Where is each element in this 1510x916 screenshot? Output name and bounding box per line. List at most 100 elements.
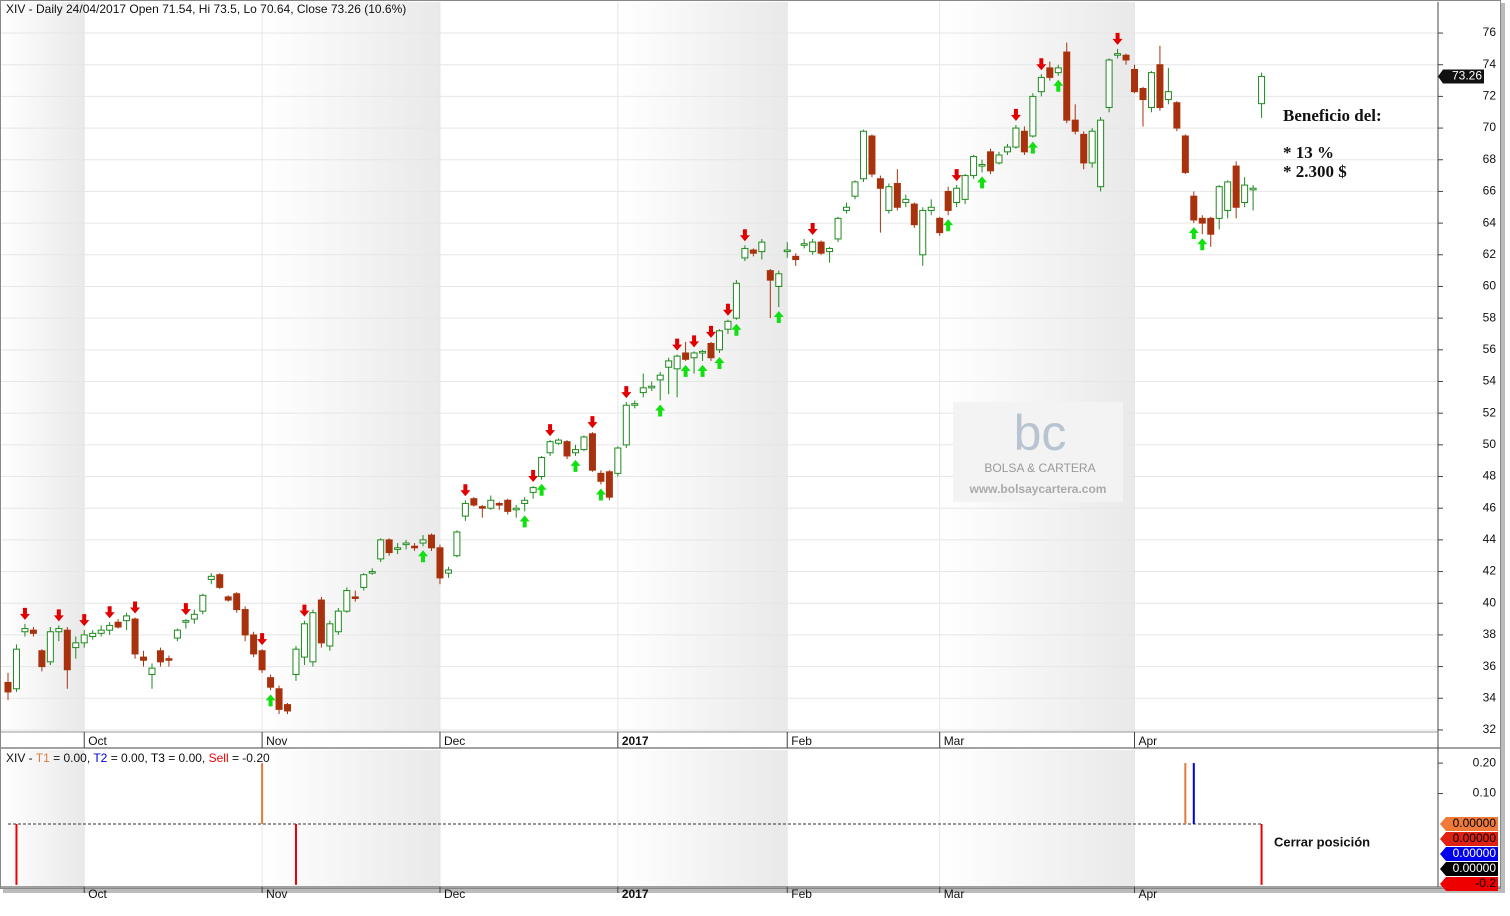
legend-entry: T2	[93, 751, 107, 765]
buy-arrow	[1027, 141, 1038, 154]
readout-box	[1440, 846, 1498, 861]
candle-body	[182, 620, 190, 623]
candle-body	[444, 569, 452, 574]
sell-arrow	[299, 604, 310, 617]
candle-body	[800, 243, 808, 246]
candle-body	[1215, 186, 1223, 219]
readout-label: 0.00000	[1453, 831, 1497, 845]
candle-body	[936, 217, 944, 234]
candle-body	[173, 629, 181, 639]
candle-body	[826, 247, 834, 253]
candle-body	[766, 270, 774, 281]
candle-body	[1181, 135, 1189, 173]
candle-body	[1054, 67, 1062, 74]
candle-body	[944, 190, 952, 211]
candle-body	[1139, 87, 1147, 101]
candle-body	[1232, 165, 1240, 208]
x-tick-label: Oct	[88, 734, 107, 748]
annotation: Cerrar posición	[1274, 834, 1370, 849]
candle-body	[1046, 67, 1054, 78]
candle-body	[72, 642, 80, 649]
candle-body	[749, 249, 757, 254]
buy-arrow	[680, 364, 691, 377]
candle-body	[241, 609, 249, 636]
candle-body	[648, 385, 656, 389]
x-tick-label: Apr	[1139, 734, 1158, 748]
candle-body	[809, 241, 817, 253]
candle-body	[1207, 217, 1215, 235]
candle-body	[1105, 59, 1113, 108]
candle-body	[275, 688, 283, 710]
candle-body	[1003, 146, 1011, 153]
candle-body	[207, 575, 215, 580]
y-tick-label: 54	[1483, 374, 1497, 388]
candle-body	[495, 502, 503, 506]
buy-arrow	[714, 356, 725, 369]
y-tick-label: 58	[1483, 310, 1497, 324]
buy-arrow	[773, 311, 784, 324]
candle-body	[1190, 195, 1198, 221]
sell-arrow	[951, 169, 962, 182]
candle-body	[1224, 181, 1232, 211]
candle-body	[919, 209, 927, 256]
y-tick-label: 0.20	[1473, 755, 1497, 769]
buy-arrow	[265, 694, 276, 707]
x-tick-label: 2017	[622, 887, 649, 901]
month-shade	[617, 750, 788, 887]
candle-body	[724, 320, 732, 330]
candle-body	[394, 547, 402, 550]
candle-body	[961, 175, 969, 200]
y-tick-label: 56	[1483, 342, 1497, 356]
y-tick-label: 60	[1483, 279, 1497, 293]
month-shade	[262, 2, 440, 732]
buy-arrow	[1188, 227, 1199, 240]
candle-body	[631, 403, 639, 406]
y-tick-label: 36	[1483, 659, 1497, 673]
candle-body	[114, 621, 122, 628]
candle-body	[843, 206, 851, 211]
candle-body	[1114, 53, 1122, 56]
watermark-name: BOLSA & CARTERA	[984, 461, 1095, 475]
candle-body	[529, 487, 537, 493]
candle-body	[419, 539, 427, 544]
candle-body	[1080, 133, 1088, 164]
sell-arrow	[19, 607, 30, 620]
candle-body	[89, 632, 97, 637]
x-tick-label: Dec	[444, 887, 465, 901]
candle-body	[1131, 68, 1139, 93]
candle-body	[1063, 51, 1071, 121]
candle-body	[885, 186, 893, 211]
y-tick-label: 52	[1483, 405, 1497, 419]
legend-readout: = -0.20	[232, 751, 270, 765]
y-tick-label: 74	[1483, 57, 1497, 71]
buy-arrow	[655, 404, 666, 417]
candle-body	[224, 596, 232, 601]
buy-arrow	[943, 219, 954, 232]
candle-body	[317, 599, 325, 644]
legend-entry: T3	[151, 751, 165, 765]
candle-body	[199, 594, 207, 612]
candle-body	[504, 499, 512, 512]
sell-arrow	[130, 601, 141, 614]
candle-body	[165, 658, 173, 661]
candle-body	[817, 241, 825, 254]
candle-body	[970, 156, 978, 177]
buy-arrow	[536, 483, 547, 496]
candle-body	[156, 650, 164, 663]
x-tick-label: Feb	[791, 734, 812, 748]
sell-arrow	[689, 335, 700, 348]
readout-label: -0.2	[1475, 876, 1496, 890]
candle-body	[893, 183, 901, 208]
candle-body	[792, 255, 800, 261]
y-tick-label: 70	[1483, 120, 1497, 134]
candle-body	[360, 574, 368, 588]
legend-entry: Sell	[209, 751, 229, 765]
y-tick-label: 62	[1483, 247, 1497, 261]
y-tick-label: 48	[1483, 469, 1497, 483]
sell-arrow	[621, 386, 632, 399]
y-tick-label: 34	[1483, 690, 1497, 704]
sell-arrow	[1010, 108, 1021, 121]
candle-body	[411, 545, 419, 549]
annotation: * 13 %	[1283, 143, 1334, 162]
candle-body	[267, 677, 275, 688]
